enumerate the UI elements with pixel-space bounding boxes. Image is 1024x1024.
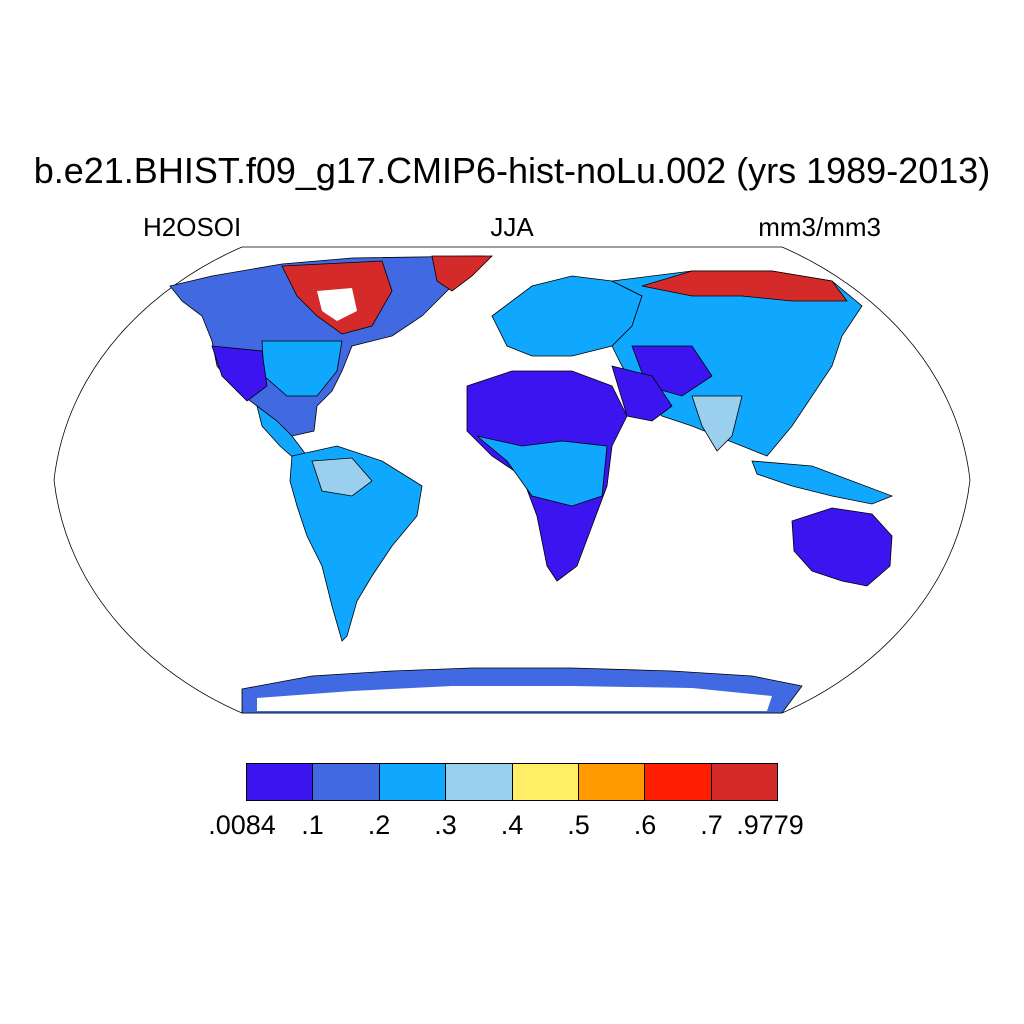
africa-central [476,435,608,507]
colorbar-label: .4 [500,810,524,840]
colorbar-swatch [645,764,712,800]
continents [169,255,894,714]
colorbar-label: .6 [633,810,657,840]
colorbar-swatch [379,764,447,800]
colorbar-swatch [578,764,646,800]
colorbar-swatch [711,764,777,800]
units-label: mm3/mm3 [758,212,881,242]
siberia [641,270,848,302]
asia [610,270,863,457]
colorbar-label: .3 [434,810,457,840]
colorbar-label: .5 [567,810,590,840]
colorbar-swatch [313,764,380,800]
map-title: b.e21.BHIST.f09_g17.CMIP6-hist-noLu.002 … [33,150,991,191]
colorbar-swatch [446,764,513,800]
world-map [53,246,971,714]
colorbar-swatch [247,764,314,800]
colorbar-label: .7 [700,810,723,840]
colorbar-swatch [512,764,579,800]
colorbar-label: .9779 [736,810,804,840]
greenland [431,255,493,292]
india [691,395,743,452]
antarctica-interior [257,686,772,711]
indonesia [751,460,894,505]
canada-hudson-bay [317,288,357,321]
south-america [289,445,423,642]
arabia [611,365,673,422]
amazon [311,457,373,497]
colorbar-label: .2 [367,810,391,840]
australia [791,507,893,587]
usa-southwest [211,345,268,402]
colorbar-label: .0084 [208,810,276,840]
season-label: JJA [490,212,534,242]
variable-label: H2OSOI [143,212,242,242]
colorbar [246,763,778,801]
colorbar-label: .1 [301,810,324,840]
